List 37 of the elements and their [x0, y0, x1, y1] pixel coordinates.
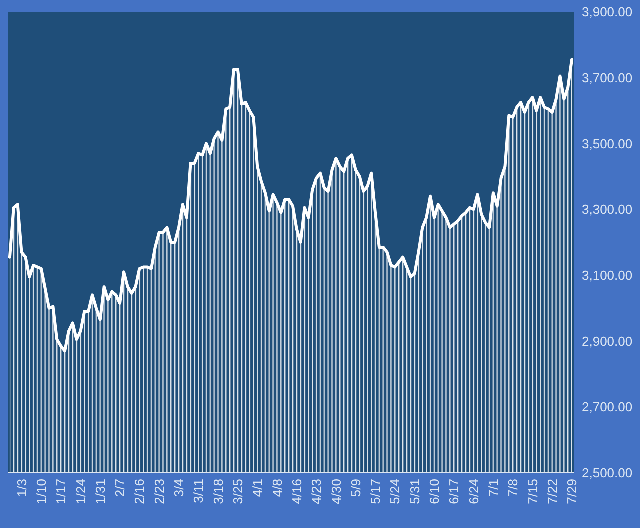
y-tick-label: 3,900.00	[582, 4, 633, 20]
y-tick-label: 3,300.00	[582, 202, 633, 218]
x-tick-label: 1/10	[34, 479, 49, 504]
x-tick-label: 3/18	[210, 479, 226, 504]
x-tick-label: 7/15	[525, 479, 540, 504]
x-tick-label: 2/7	[112, 479, 128, 498]
x-tick-label: 1/31	[92, 479, 108, 504]
x-tick-label: 4/8	[270, 479, 285, 498]
x-tick-label: 4/23	[309, 479, 324, 504]
x-tick-label: 5/9	[348, 479, 364, 498]
x-tick-label: 3/11	[191, 479, 206, 504]
x-tick-label: 6/10	[427, 479, 442, 504]
y-tick-label: 3,100.00	[582, 268, 633, 283]
x-tick-label: 5/31	[407, 479, 422, 504]
x-tick-label: 4/16	[289, 479, 304, 504]
x-tick-label: 2/23	[152, 479, 167, 504]
x-tick-label: 7/22	[544, 479, 560, 504]
x-tick-label: 4/1	[250, 479, 266, 498]
x-tick-label: 1/17	[54, 479, 69, 504]
x-tick-label: 7/8	[506, 479, 521, 498]
x-tick-label: 6/17	[446, 479, 462, 504]
x-tick-label: 3/25	[230, 479, 246, 504]
x-tick-label: 7/29	[564, 479, 580, 504]
x-tick-label: 7/1	[486, 479, 501, 498]
x-tick-label: 1/3	[14, 479, 30, 498]
y-tick-label: 2,500.00	[582, 466, 633, 481]
x-tick-label: 3/4	[172, 479, 187, 498]
x-tick-label: 5/17	[368, 479, 384, 504]
x-tick-label: 6/24	[466, 479, 482, 504]
x-tick-label: 5/24	[388, 479, 403, 504]
x-tick-label: 4/30	[328, 479, 344, 504]
y-tick-label: 3,500.00	[582, 136, 633, 152]
y-tick-label: 2,900.00	[582, 334, 633, 349]
y-tick-label: 2,700.00	[582, 400, 633, 415]
x-tick-label: 2/16	[132, 479, 148, 504]
x-tick-label: 1/24	[73, 479, 88, 504]
y-tick-label: 3,700.00	[582, 70, 633, 86]
